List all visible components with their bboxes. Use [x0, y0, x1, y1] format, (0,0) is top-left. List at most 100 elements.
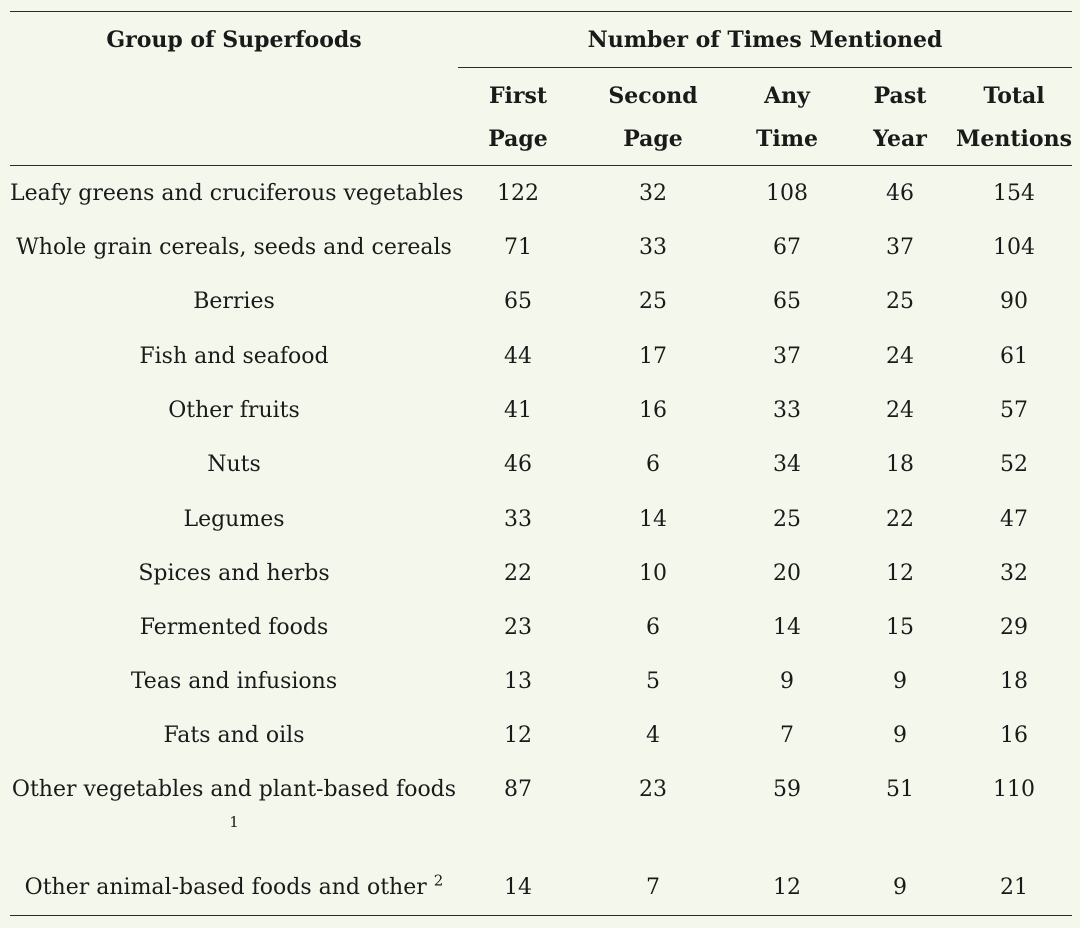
table-cell: 33 [773, 398, 801, 423]
table-cell: 9 [893, 723, 907, 748]
table-cell: 154 [993, 181, 1035, 206]
row-label-text: Berries [193, 289, 275, 314]
table-cell: 6 [646, 615, 660, 640]
table-cell: 25 [886, 289, 914, 314]
table-cell: 12 [504, 723, 532, 748]
table-cell: 13 [504, 669, 532, 694]
table-cell: 25 [639, 289, 667, 314]
table-cell: 23 [504, 615, 532, 640]
table-cell: 46 [504, 452, 532, 477]
table-cell: 9 [893, 875, 907, 900]
table-cell: 29 [1000, 615, 1028, 640]
table-cell: 67 [773, 235, 801, 260]
table-cell: 33 [639, 235, 667, 260]
table-cell: 59 [773, 777, 801, 802]
table-cell: 7 [646, 875, 660, 900]
table-cell: 17 [639, 344, 667, 369]
row-label: Other vegetables and plant-based foods [10, 777, 458, 803]
row-label-text: Other fruits [168, 398, 300, 423]
table-cell: 24 [886, 398, 914, 423]
table-cell: 9 [893, 669, 907, 694]
table-cell: 25 [773, 507, 801, 532]
col-header-first-page-l2: Page [488, 126, 548, 152]
col-header-past-year-l1: Past [873, 83, 927, 109]
table-cell: 14 [773, 615, 801, 640]
table-cell: 32 [639, 181, 667, 206]
row-label-text: Whole grain cereals, seeds and cereals [16, 235, 452, 260]
footnote-marker: 1 [229, 813, 239, 831]
table-cell: 12 [773, 875, 801, 900]
table-cell: 18 [1000, 669, 1028, 694]
row-label-text: Nuts [207, 452, 261, 477]
table-cell: 71 [504, 235, 532, 260]
col-header-first-page-l1: First [488, 83, 548, 109]
col-header-total-l1: Total [983, 83, 1045, 109]
col-header-past-year-l2: Year [873, 126, 927, 152]
row-label-text: Teas and infusions [130, 669, 338, 694]
col-header-second-page-l2: Page [623, 126, 683, 152]
row-label: Legumes [10, 507, 458, 533]
row-label: Other fruits [10, 398, 458, 424]
col-header-any-time-l2: Time [755, 126, 818, 152]
row-label: Berries [10, 289, 458, 315]
table-cell: 41 [504, 398, 532, 423]
row-label-text: Other vegetables and plant-based foods [11, 777, 457, 802]
table-cell: 20 [773, 561, 801, 586]
table-cell: 24 [886, 344, 914, 369]
table-cell: 65 [773, 289, 801, 314]
row-label: Nuts [10, 452, 458, 478]
row-label: Other animal-based foods and other 2 [10, 871, 458, 901]
table-cell: 14 [504, 875, 532, 900]
row-label: Fermented foods [10, 615, 458, 641]
row-label-text: Fats and oils [163, 723, 305, 748]
table-cell: 52 [1000, 452, 1028, 477]
row-label: Teas and infusions [10, 669, 458, 695]
row-label: Leafy greens and cruciferous vegetables [10, 181, 463, 207]
row-label-text: Other animal-based foods and other [24, 875, 427, 900]
col-header-any-time-l1: Any [764, 83, 810, 109]
table-cell: 61 [1000, 344, 1028, 369]
bottom-rule [10, 915, 1072, 916]
table-cell: 22 [886, 507, 914, 532]
table-cell: 37 [773, 344, 801, 369]
table-cell: 37 [886, 235, 914, 260]
footnote-marker: 2 [433, 871, 444, 890]
table-cell: 51 [886, 777, 914, 802]
table-cell: 108 [766, 181, 808, 206]
table-cell: 32 [1000, 561, 1028, 586]
table-cell: 87 [504, 777, 532, 802]
table-cell: 44 [504, 344, 532, 369]
table-cell: 33 [504, 507, 532, 532]
col-header-second-page-l1: Second [608, 83, 698, 109]
row-label-text: Spices and herbs [138, 561, 330, 586]
table-cell: 46 [886, 181, 914, 206]
table-cell: 122 [497, 181, 539, 206]
table-cell: 10 [639, 561, 667, 586]
mentions-header: Number of Times Mentioned [587, 27, 943, 53]
table-cell: 7 [780, 723, 794, 748]
row-label-text: Leafy greens and cruciferous vegetables [10, 181, 464, 206]
row-label-text: Fish and seafood [139, 344, 329, 369]
group-header: Group of Superfoods [106, 27, 362, 53]
table-cell: 47 [1000, 507, 1028, 532]
table-cell: 14 [639, 507, 667, 532]
table-cell: 5 [646, 669, 660, 694]
table-cell: 90 [1000, 289, 1028, 314]
table-cell: 15 [886, 615, 914, 640]
table-cell: 12 [886, 561, 914, 586]
table-cell: 110 [993, 777, 1035, 802]
table-cell: 23 [639, 777, 667, 802]
row-label: Whole grain cereals, seeds and cereals [10, 235, 458, 261]
table-cell: 18 [886, 452, 914, 477]
row-label-text: Fermented foods [139, 615, 329, 640]
table-cell: 16 [639, 398, 667, 423]
table-cell: 57 [1000, 398, 1028, 423]
row-label: Fish and seafood [10, 344, 458, 370]
row-label: Fats and oils [10, 723, 458, 749]
table-cell: 34 [773, 452, 801, 477]
col-header-total-l2: Mentions [956, 126, 1072, 152]
top-rule [10, 11, 1072, 12]
table-cell: 4 [646, 723, 660, 748]
table-cell: 22 [504, 561, 532, 586]
